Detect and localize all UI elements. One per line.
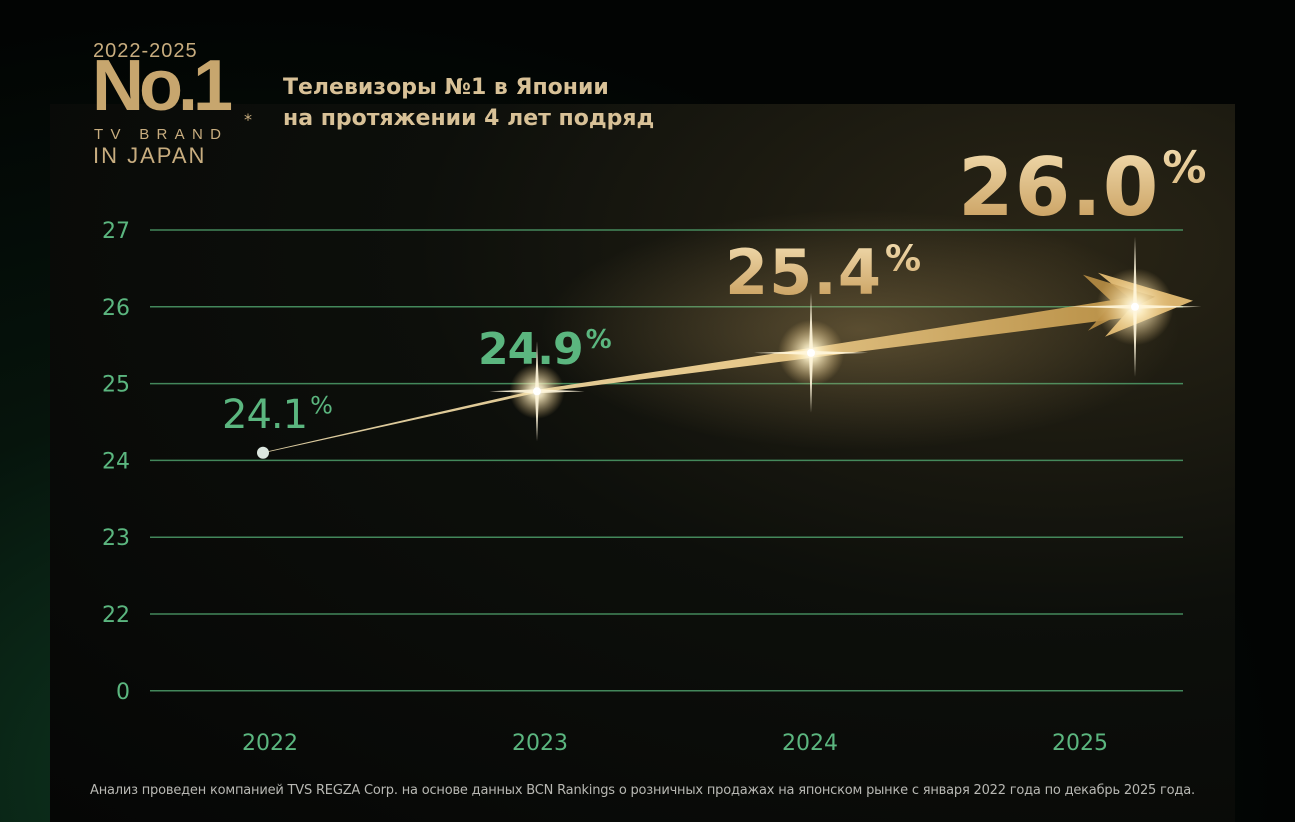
y-tick-label: 27 bbox=[102, 219, 130, 244]
value-label-2025: 26.0% bbox=[958, 141, 1206, 234]
value-label-2023: 24.9% bbox=[478, 324, 612, 375]
trend-arrow-shaft bbox=[263, 296, 1133, 454]
background-glow bbox=[540, 210, 1180, 450]
no1-brand-logo: 2022-2025 No.1 TV BRAND * IN JAPAN bbox=[92, 40, 262, 170]
logo-number: No.1 bbox=[92, 46, 233, 126]
x-category-2023: 2023 bbox=[512, 731, 568, 756]
headline-line-1: Телевизоры №1 в Японии bbox=[283, 75, 609, 100]
headline: Телевизоры №1 в Японии на протяжении 4 л… bbox=[283, 72, 654, 134]
x-category-2022: 2022 bbox=[242, 731, 298, 756]
y-tick-label: 24 bbox=[102, 449, 130, 474]
data-point-2023 bbox=[489, 341, 585, 442]
logo-years: 2022-2025 bbox=[93, 40, 198, 62]
y-axis-ticks: 0 22 23 24 25 26 27 bbox=[102, 219, 130, 705]
data-point-2025 bbox=[1068, 236, 1202, 377]
x-category-2024: 2024 bbox=[782, 731, 838, 756]
source-footnote: Анализ проведен компанией TVS REGZA Corp… bbox=[90, 783, 1195, 798]
logo-asterisk: * bbox=[244, 110, 252, 129]
logo-in-japan: IN JAPAN bbox=[93, 143, 207, 168]
y-tick-label: 26 bbox=[102, 296, 130, 321]
headline-line-2: на протяжении 4 лет подряд bbox=[283, 106, 655, 131]
y-tick-label: 22 bbox=[102, 603, 130, 628]
y-tick-label: 0 bbox=[116, 680, 130, 705]
value-label-2024: 25.4% bbox=[725, 236, 921, 309]
value-label-2022: 24.1% bbox=[222, 392, 333, 438]
x-axis-categories: 2022 2023 2024 2025 bbox=[242, 731, 1108, 756]
data-point-2022 bbox=[257, 446, 269, 459]
chart-panel bbox=[50, 104, 1235, 822]
value-labels: 24.1 % 24.9 % 25.4% 26.0% bbox=[222, 141, 1206, 438]
y-tick-label: 25 bbox=[102, 373, 130, 398]
logo-tv-brand: TV BRAND bbox=[94, 126, 229, 143]
data-point-2024 bbox=[754, 292, 868, 413]
trend-line-layer bbox=[257, 210, 1202, 459]
y-tick-label: 23 bbox=[102, 526, 130, 551]
x-category-2025: 2025 bbox=[1052, 731, 1108, 756]
